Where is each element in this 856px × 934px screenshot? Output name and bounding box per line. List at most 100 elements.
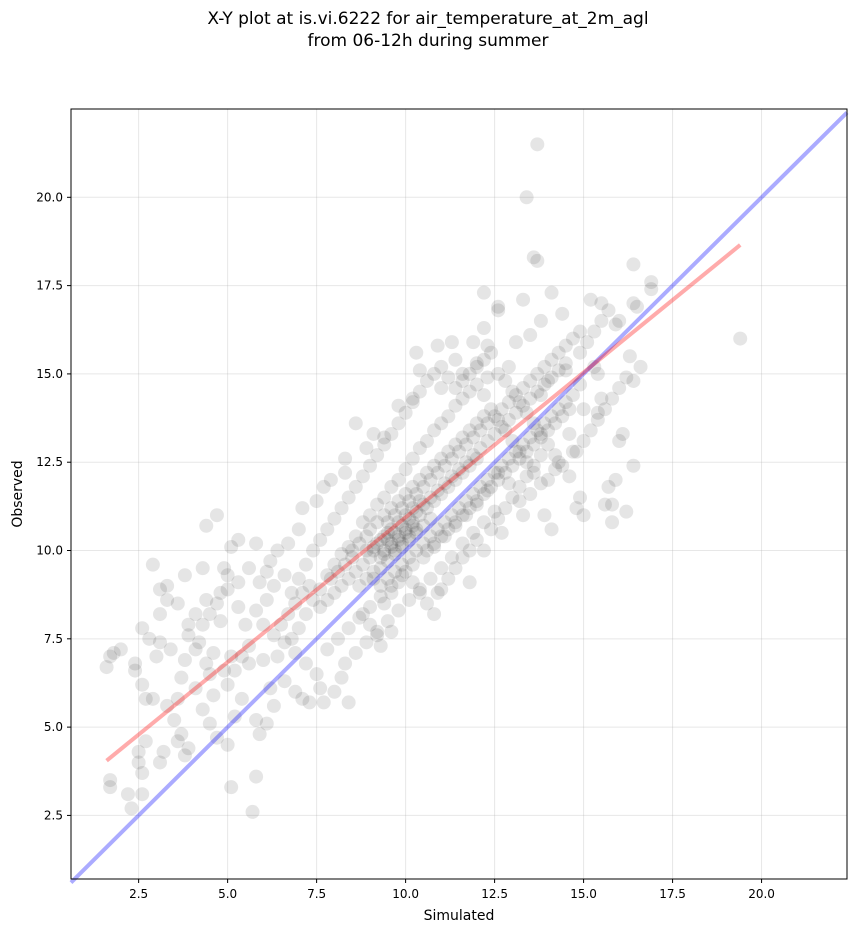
scatter-point [323, 472, 338, 487]
scatter-point [241, 638, 256, 653]
scatter-point [195, 702, 210, 717]
scatter-point [448, 515, 463, 530]
scatter-point [327, 585, 342, 600]
scatter-point [480, 370, 495, 385]
scatter-point [498, 373, 513, 388]
scatter-point [587, 324, 602, 339]
scatter-point [167, 713, 182, 728]
scatter-point [366, 564, 381, 579]
scatter-point [202, 607, 217, 622]
scatter-point [327, 684, 342, 699]
scatter-point [430, 338, 445, 353]
scatter-point [380, 571, 395, 586]
scatter-point [491, 465, 506, 480]
scatter-point [220, 737, 235, 752]
scatter-point [526, 416, 541, 431]
scatter-point [530, 423, 545, 438]
scatter-point [366, 571, 381, 586]
scatter-point [334, 547, 349, 562]
scatter-point [612, 434, 627, 449]
scatter-point [124, 801, 139, 816]
scatter-point [366, 426, 381, 441]
scatter-point [291, 522, 306, 537]
scatter-point [227, 663, 242, 678]
scatter-point [341, 539, 356, 554]
scatter-point [416, 536, 431, 551]
scatter-point [608, 317, 623, 332]
scatter-point [487, 426, 502, 441]
scatter-point [558, 356, 573, 371]
scatter-point [409, 525, 424, 540]
scatter-point [266, 698, 281, 713]
scatter-point [512, 494, 527, 509]
scatter-point [412, 472, 427, 487]
scatter-point [469, 494, 484, 509]
scatter-point [370, 497, 385, 512]
scatter-point [231, 532, 246, 547]
scatter-point [565, 444, 580, 459]
scatter-point [544, 409, 559, 424]
scatter-point [405, 395, 420, 410]
scatter-point [555, 306, 570, 321]
scatter-point [448, 437, 463, 452]
scatter-point [491, 412, 506, 427]
scatter-point [562, 402, 577, 417]
scatter-point [106, 645, 121, 660]
scatter-point [398, 487, 413, 501]
scatter-point [455, 536, 470, 551]
scatter-point [366, 539, 381, 554]
scatter-point [526, 465, 541, 480]
scatter-point [480, 416, 495, 431]
scatter-point [402, 494, 417, 509]
scatter-point [573, 377, 588, 392]
scatter-point [298, 656, 313, 671]
scatter-point [501, 451, 516, 466]
scatter-point [370, 536, 385, 551]
scatter-point [441, 479, 456, 494]
scatter-point [419, 465, 434, 480]
scatter-point [348, 564, 363, 579]
scatter-point [633, 359, 648, 374]
scatter-point [626, 373, 641, 388]
scatter-point [501, 476, 516, 491]
y-tick-label: 2.5 [44, 808, 63, 822]
scatter-point [149, 649, 164, 664]
scatter-point [345, 550, 360, 565]
scatter-point [135, 766, 150, 781]
scatter-point [224, 780, 239, 795]
scatter-point [473, 479, 488, 494]
scatter-point [380, 532, 395, 547]
scatter-point [555, 458, 570, 473]
regression-line [105, 243, 742, 763]
scatter-point [387, 525, 402, 540]
x-tick-label: 7.5 [307, 887, 326, 901]
scatter-point [416, 497, 431, 512]
scatter-point [213, 585, 228, 600]
scatter-point [377, 547, 392, 562]
scatter-point [249, 603, 264, 618]
scatter-point [202, 667, 217, 682]
scatter-point [348, 529, 363, 544]
scatter-point [338, 656, 353, 671]
scatter-point [530, 366, 545, 381]
scatter-point [274, 617, 289, 632]
scatter-point [366, 543, 381, 558]
scatter-point [491, 472, 506, 487]
scatter-point [156, 744, 171, 759]
scatter-point [380, 614, 395, 629]
y-tick-label: 10.0 [36, 544, 63, 558]
scatter-point [320, 568, 335, 583]
scatter-point [128, 663, 143, 678]
scatter-point [220, 677, 235, 692]
scatter-point [459, 437, 474, 452]
scatter-point [619, 370, 634, 385]
scatter-point [491, 366, 506, 381]
scatter-point [484, 402, 499, 417]
scatter-point [416, 550, 431, 565]
scatter-point [384, 585, 399, 600]
scatter-point [423, 529, 438, 544]
scatter-point [558, 363, 573, 378]
scatter-point [419, 434, 434, 449]
scatter-point [391, 603, 406, 618]
scatter-point [462, 501, 477, 516]
